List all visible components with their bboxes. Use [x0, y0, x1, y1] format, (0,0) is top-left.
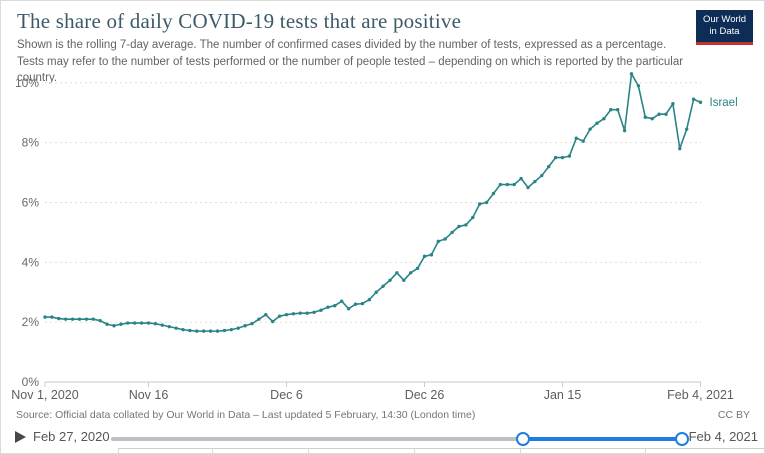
owid-logo-text: Our World in Data: [696, 10, 753, 42]
x-tick-label: Nov 16: [129, 388, 169, 402]
timeline: Feb 27, 2020 Feb 4, 2021: [1, 425, 764, 449]
source-note: Source: Official data collated by Our Wo…: [16, 409, 476, 421]
x-tick-label: Dec 6: [270, 388, 303, 402]
table-cell: [646, 449, 764, 453]
cutoff-table-row: [118, 448, 764, 453]
data-points[interactable]: [43, 72, 703, 333]
play-button[interactable]: [13, 430, 27, 444]
y-tick-label: 4%: [22, 255, 40, 269]
table-cell: [415, 449, 521, 453]
table-cell: [309, 449, 415, 453]
x-tick-label: Nov 1, 2020: [11, 388, 78, 402]
timeline-selected-range: [522, 437, 683, 441]
chart-subtitle: Shown is the rolling 7-day average. The …: [17, 39, 684, 85]
timeline-end-date: Feb 4, 2021: [688, 429, 758, 444]
logo-red-bar: [696, 41, 753, 45]
y-tick-label: 10%: [15, 76, 39, 90]
license-link[interactable]: CC BY: [717, 409, 750, 421]
table-cell: [521, 449, 646, 453]
table-cell: [213, 449, 309, 453]
series-end-label[interactable]: Israel: [710, 97, 738, 109]
chart-title: The share of daily COVID-19 tests that a…: [17, 9, 462, 33]
x-tick-label: Jan 15: [544, 388, 582, 402]
y-tick-label: 2%: [22, 315, 40, 329]
timeline-start-date: Feb 27, 2020: [33, 429, 110, 444]
y-tick-label: 0%: [22, 375, 40, 389]
timeline-track[interactable]: [111, 432, 689, 446]
y-tick-label: 6%: [22, 195, 40, 209]
y-axis: 0% 2% 4% 6% 8% 10%: [15, 76, 701, 389]
play-triangle-icon: [15, 431, 26, 443]
x-axis: Nov 1, 2020 Nov 16 Dec 6 Dec 26 Jan 15 Feb 4,…: [11, 382, 734, 402]
y-tick-label: 8%: [22, 136, 40, 150]
x-tick-label: Dec 26: [405, 388, 445, 402]
timeline-handle-end[interactable]: [675, 432, 689, 446]
x-tick-label: Feb 4, 2021: [667, 388, 734, 402]
data-line[interactable]: [45, 73, 701, 332]
table-cell: [119, 449, 213, 453]
owid-logo[interactable]: Our World in Data: [696, 10, 753, 45]
timeline-handle-start[interactable]: [515, 432, 530, 446]
